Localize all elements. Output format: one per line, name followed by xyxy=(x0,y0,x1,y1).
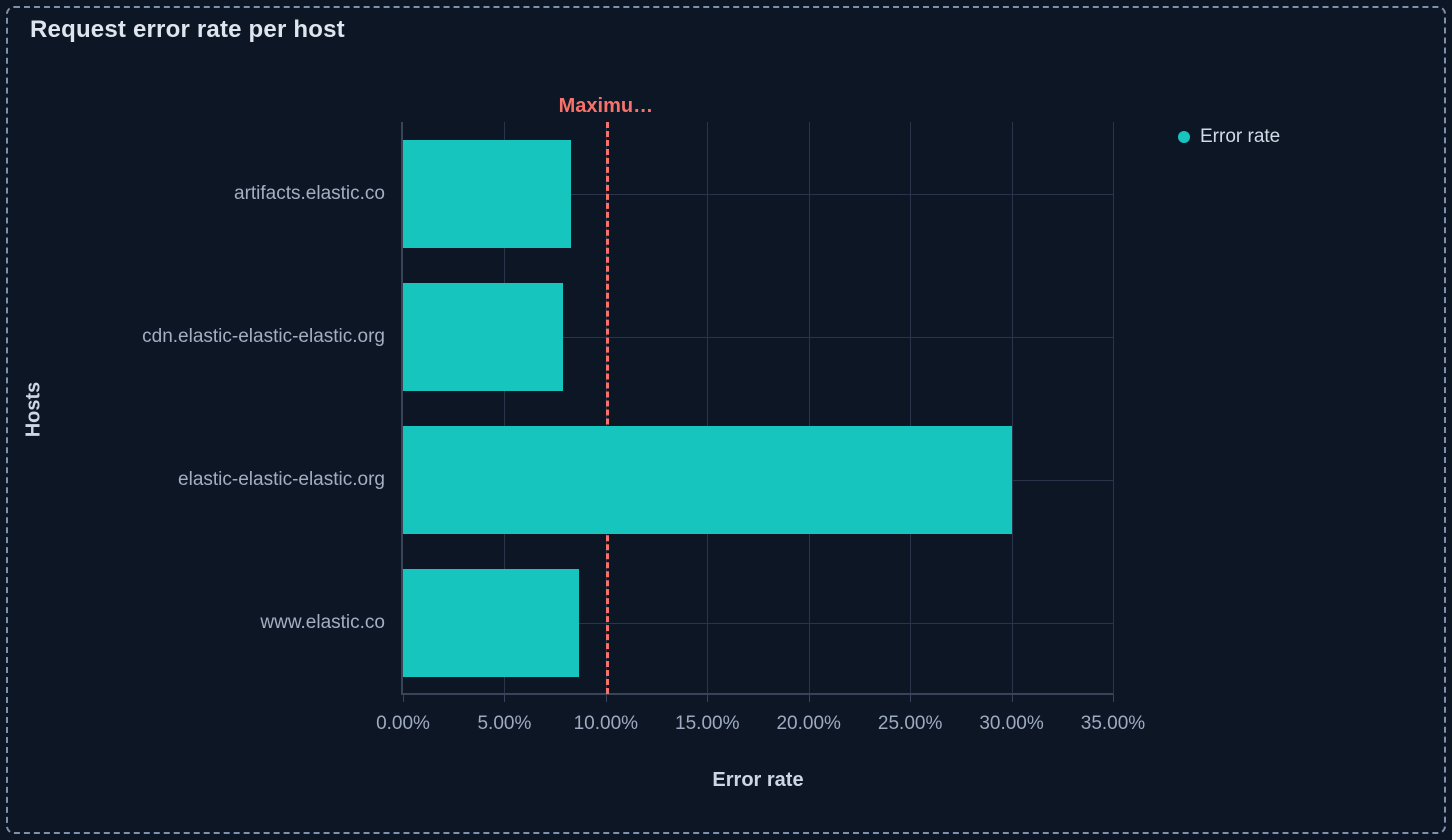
x-axis-tickmark xyxy=(707,694,709,702)
legend-item-error-rate[interactable]: Error rate xyxy=(1178,126,1280,148)
vertical-gridline xyxy=(808,122,810,694)
x-tick-label: 5.00% xyxy=(477,713,532,734)
x-tick-label: 30.00% xyxy=(979,713,1044,734)
x-tick-label: 0.00% xyxy=(376,713,430,734)
x-axis-tickmark xyxy=(403,694,404,702)
x-axis-line xyxy=(401,693,1113,695)
x-tick-label: 35.00% xyxy=(1080,713,1146,734)
bar-elastic-elastic-elastic.org[interactable] xyxy=(403,425,1012,534)
vertical-gridline xyxy=(707,122,709,694)
bar-www.elastic.co[interactable] xyxy=(403,568,580,677)
x-tick-label: 20.00% xyxy=(776,713,841,734)
bar-cdn.elastic-elastic-elastic.org[interactable] xyxy=(403,282,564,391)
y-category-label: artifacts.elastic.co xyxy=(234,182,385,204)
x-tick-label: 10.00% xyxy=(573,713,639,734)
x-axis-tickmark xyxy=(605,694,607,702)
x-axis-tickmark xyxy=(504,694,506,702)
y-category-label: www.elastic.co xyxy=(260,611,385,633)
horizontal-gridline xyxy=(403,336,1113,338)
threshold-label: Maximu… xyxy=(558,95,654,117)
panel-title: Request error rate per host xyxy=(30,16,345,43)
x-tick-label: 25.00% xyxy=(877,713,943,734)
x-axis-title: Error rate xyxy=(712,769,804,791)
vertical-gridline xyxy=(1113,122,1114,694)
vertical-gridline xyxy=(910,122,912,694)
x-axis-tickmark xyxy=(1011,694,1013,702)
horizontal-gridline xyxy=(403,193,1113,195)
x-axis-tickmark xyxy=(1113,694,1114,702)
bar-artifacts.elastic.co[interactable] xyxy=(403,139,572,248)
x-axis-tickmark xyxy=(910,694,912,702)
legend-item-label: Error rate xyxy=(1200,126,1281,147)
x-axis-tickmark xyxy=(808,694,810,702)
x-tick-label: 15.00% xyxy=(675,713,740,734)
legend-swatch-icon xyxy=(1178,131,1190,143)
threshold-line xyxy=(605,122,609,694)
y-axis-line xyxy=(401,122,403,694)
y-axis-category-labels: artifacts.elastic.co cdn.elastic-elastic-… xyxy=(0,122,385,694)
vertical-gridline xyxy=(1011,122,1013,694)
y-axis-title: Hosts xyxy=(22,381,45,438)
horizontal-gridline xyxy=(403,622,1113,624)
x-axis-tick-labels: 0.00% 5.00% 10.00% 15.00% 20.00% 25.00% 30.00%… xyxy=(376,713,1145,739)
plot-area xyxy=(403,122,1114,702)
y-category-label: elastic-elastic-elastic.org xyxy=(178,468,385,490)
vertical-gridline xyxy=(504,122,506,694)
y-category-label: cdn.elastic-elastic-elastic.org xyxy=(142,325,385,347)
